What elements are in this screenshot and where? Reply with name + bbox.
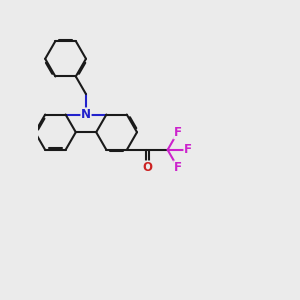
Text: O: O [142, 161, 152, 174]
Text: F: F [174, 161, 182, 174]
Text: F: F [184, 143, 192, 156]
Text: N: N [81, 108, 91, 121]
Text: F: F [174, 126, 182, 139]
